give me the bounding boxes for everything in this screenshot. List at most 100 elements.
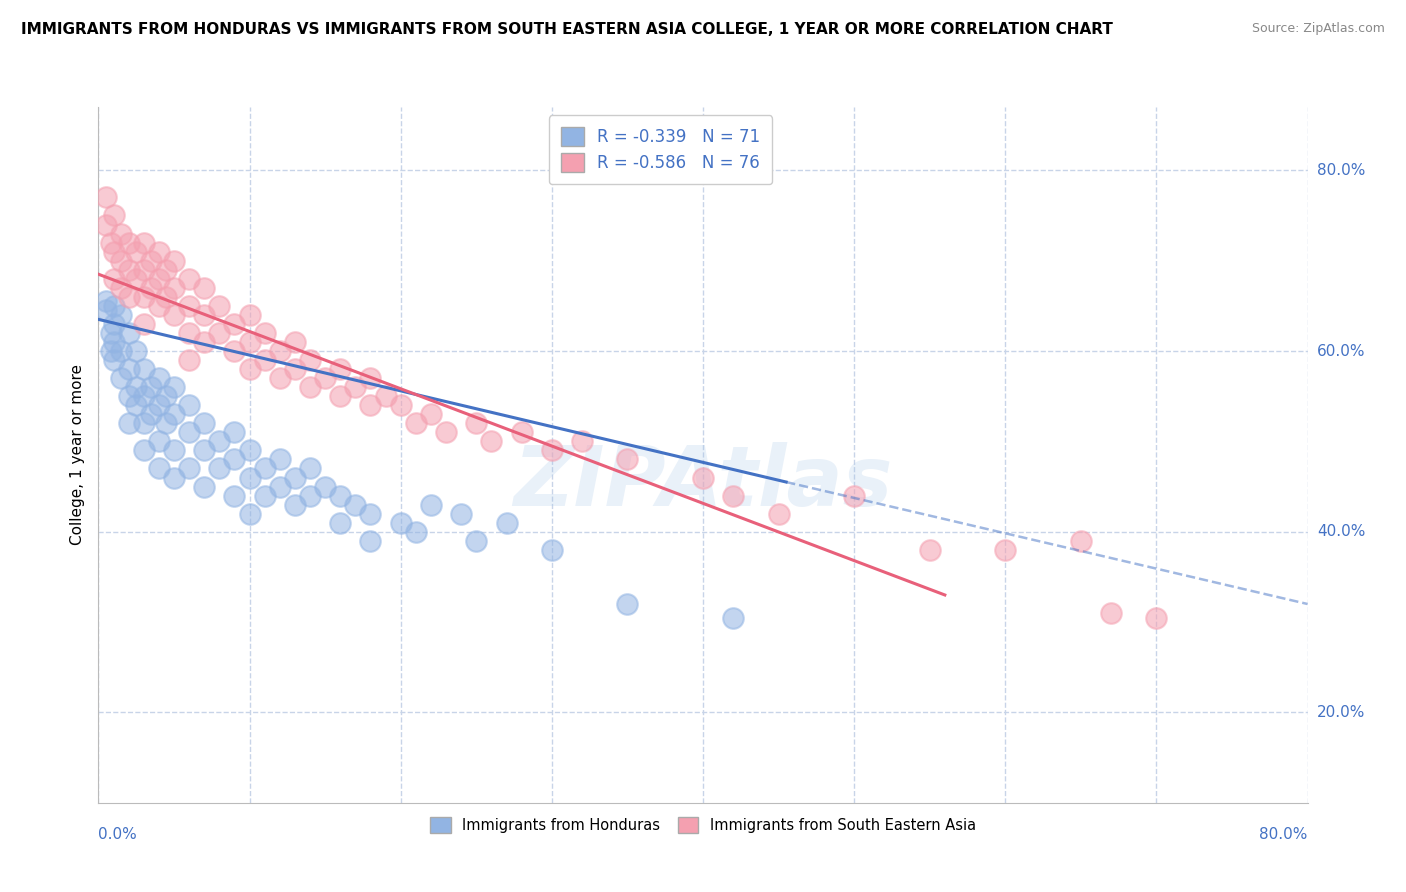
Point	[132, 262, 155, 277]
Point	[1144, 610, 1167, 624]
Point	[344, 498, 367, 512]
Point	[374, 389, 396, 403]
Point	[118, 235, 141, 250]
Legend: Immigrants from Honduras, Immigrants from South Eastern Asia: Immigrants from Honduras, Immigrants fro…	[423, 809, 983, 841]
Point	[155, 262, 177, 277]
Point	[208, 461, 231, 475]
Point	[163, 407, 186, 421]
Point	[616, 452, 638, 467]
Point	[208, 299, 231, 313]
Point	[692, 470, 714, 484]
Point	[540, 443, 562, 458]
Point	[768, 507, 790, 521]
Point	[179, 299, 201, 313]
Point	[141, 253, 163, 268]
Point	[103, 299, 125, 313]
Point	[224, 425, 246, 440]
Point	[239, 443, 262, 458]
Point	[918, 542, 941, 557]
Point	[329, 362, 352, 376]
Point	[193, 417, 215, 431]
Point	[179, 326, 201, 340]
Point	[253, 461, 276, 475]
Point	[314, 479, 336, 493]
Point	[299, 380, 322, 394]
Point	[450, 507, 472, 521]
Point	[239, 507, 262, 521]
Text: 60.0%: 60.0%	[1317, 343, 1365, 359]
Point	[148, 434, 170, 449]
Point	[100, 344, 122, 359]
Point	[208, 434, 231, 449]
Point	[193, 479, 215, 493]
Point	[148, 271, 170, 285]
Point	[118, 326, 141, 340]
Point	[103, 244, 125, 259]
Text: 80.0%: 80.0%	[1260, 827, 1308, 842]
Point	[94, 294, 117, 309]
Point	[723, 610, 745, 624]
Point	[163, 380, 186, 394]
Point	[329, 389, 352, 403]
Point	[1099, 606, 1122, 620]
Point	[132, 443, 155, 458]
Point	[1070, 533, 1092, 548]
Point	[179, 425, 201, 440]
Point	[495, 516, 517, 530]
Point	[132, 317, 155, 331]
Point	[110, 371, 132, 385]
Point	[253, 326, 276, 340]
Point	[224, 344, 246, 359]
Point	[239, 334, 262, 349]
Point	[163, 470, 186, 484]
Point	[118, 362, 141, 376]
Point	[125, 344, 148, 359]
Point	[132, 362, 155, 376]
Point	[224, 452, 246, 467]
Y-axis label: College, 1 year or more: College, 1 year or more	[69, 365, 84, 545]
Point	[100, 326, 122, 340]
Point	[148, 299, 170, 313]
Point	[163, 308, 186, 322]
Point	[314, 371, 336, 385]
Text: 20.0%: 20.0%	[1317, 705, 1365, 720]
Point	[616, 597, 638, 611]
Point	[434, 425, 457, 440]
Point	[253, 353, 276, 368]
Point	[239, 470, 262, 484]
Point	[103, 317, 125, 331]
Point	[224, 489, 246, 503]
Point	[269, 371, 291, 385]
Point	[118, 262, 141, 277]
Point	[360, 507, 382, 521]
Point	[299, 353, 322, 368]
Point	[193, 443, 215, 458]
Point	[193, 281, 215, 295]
Point	[360, 371, 382, 385]
Point	[360, 533, 382, 548]
Point	[420, 407, 443, 421]
Point	[284, 470, 307, 484]
Point	[103, 353, 125, 368]
Point	[125, 271, 148, 285]
Point	[389, 398, 412, 412]
Point	[132, 235, 155, 250]
Point	[465, 533, 488, 548]
Text: IMMIGRANTS FROM HONDURAS VS IMMIGRANTS FROM SOUTH EASTERN ASIA COLLEGE, 1 YEAR O: IMMIGRANTS FROM HONDURAS VS IMMIGRANTS F…	[21, 22, 1114, 37]
Point	[994, 542, 1017, 557]
Point	[224, 317, 246, 331]
Point	[344, 380, 367, 394]
Point	[193, 308, 215, 322]
Point	[110, 308, 132, 322]
Point	[132, 417, 155, 431]
Point	[163, 443, 186, 458]
Point	[110, 281, 132, 295]
Point	[110, 253, 132, 268]
Point	[110, 344, 132, 359]
Point	[141, 281, 163, 295]
Point	[179, 353, 201, 368]
Point	[103, 271, 125, 285]
Point	[284, 498, 307, 512]
Point	[253, 489, 276, 503]
Point	[125, 380, 148, 394]
